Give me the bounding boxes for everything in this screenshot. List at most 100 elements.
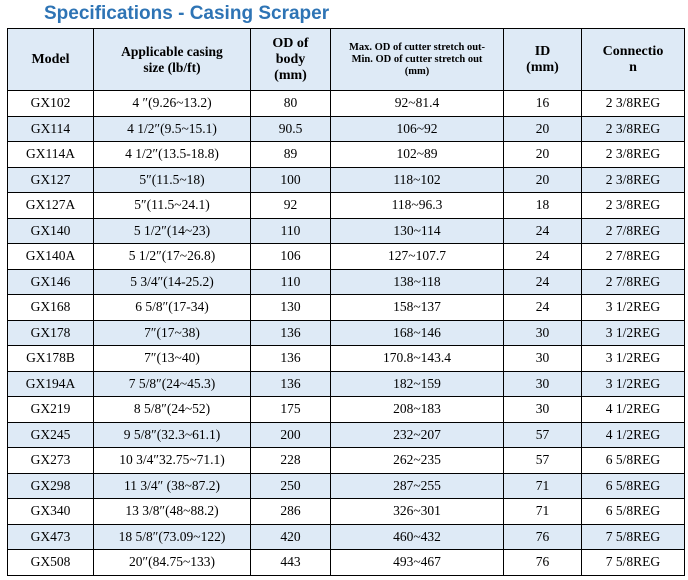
model-cell: GX245 (7, 421, 94, 448)
header-id: ID (mm) (503, 28, 582, 91)
model-cell: GX146 (7, 268, 94, 295)
casing-size-cell: 4 1/2″(9.5~15.1) (93, 115, 251, 142)
casing-size-cell: 8 5/8″(24~52) (93, 396, 251, 423)
specifications-table: Model Applicable casing size (lb/ft) OD o… (7, 28, 685, 576)
od-body-cell: 443 (250, 549, 331, 576)
header-casing-size: Applicable casing size (lb/ft) (93, 28, 251, 91)
connection-cell: 2 7/8REG (581, 268, 685, 295)
id-cell: 76 (503, 523, 582, 550)
od-body-cell: 136 (250, 345, 331, 372)
connection-cell: 4 1/2REG (581, 421, 685, 448)
id-cell: 57 (503, 421, 582, 448)
od-body-cell: 200 (250, 421, 331, 448)
table-row: GX340 13 3/8″(48~88.2) 286 326~301 71 6 5/8RE… (7, 498, 685, 525)
table-row: GX140 5 1/2″(14~23) 110 130~114 24 2 7/8REG (7, 217, 685, 244)
table-row: GX178B 7″(13~40) 136 170.8~143.4 30 3 1/2REG (7, 345, 685, 372)
table-row: GX178 7″(17~38) 136 168~146 30 3 1/2REG (7, 319, 685, 346)
cutter-stretch-cell: 118~102 (330, 166, 504, 193)
id-cell: 71 (503, 498, 582, 525)
table-row: GX127A 5″(11.5~24.1) 92 118~96.3 18 2 3/8REG (7, 192, 685, 219)
casing-size-cell: 4 ″(9.26~13.2) (93, 90, 251, 117)
cutter-stretch-cell: 158~137 (330, 294, 504, 321)
id-cell: 20 (503, 115, 582, 142)
table-row: GX219 8 5/8″(24~52) 175 208~183 30 4 1/2REG (7, 396, 685, 423)
casing-size-cell: 5 1/2″(17~26.8) (93, 243, 251, 270)
cutter-stretch-cell: 127~107.7 (330, 243, 504, 270)
connection-cell: 6 5/8REG (581, 447, 685, 474)
casing-size-cell: 5 1/2″(14~23) (93, 217, 251, 244)
model-cell: GX298 (7, 472, 94, 499)
connection-cell: 4 1/2REG (581, 396, 685, 423)
table-row: GX127 5″(11.5~18) 100 118~102 20 2 3/8REG (7, 166, 685, 193)
od-body-cell: 90.5 (250, 115, 331, 142)
connection-cell: 2 3/8REG (581, 192, 685, 219)
cutter-stretch-cell: 92~81.4 (330, 90, 504, 117)
od-body-cell: 110 (250, 217, 331, 244)
id-cell: 30 (503, 370, 582, 397)
casing-size-cell: 6 5/8″(17-34) (93, 294, 251, 321)
id-cell: 18 (503, 192, 582, 219)
header-connection: Connectio n (581, 28, 685, 91)
connection-cell: 3 1/2REG (581, 370, 685, 397)
model-cell: GX219 (7, 396, 94, 423)
od-body-cell: 420 (250, 523, 331, 550)
cutter-stretch-cell: 102~89 (330, 141, 504, 168)
id-cell: 71 (503, 472, 582, 499)
table-row: GX146 5 3/4″(14-25.2) 110 138~118 24 2 7/8REG (7, 268, 685, 295)
casing-size-cell: 13 3/8″(48~88.2) (93, 498, 251, 525)
table-row: GX140A 5 1/2″(17~26.8) 106 127~107.7 24 2 7/8… (7, 243, 685, 270)
connection-cell: 3 1/2REG (581, 345, 685, 372)
cutter-stretch-cell: 182~159 (330, 370, 504, 397)
connection-cell: 2 3/8REG (581, 141, 685, 168)
connection-cell: 2 7/8REG (581, 243, 685, 270)
table-row: GX168 6 5/8″(17-34) 130 158~137 24 3 1/2REG (7, 294, 685, 321)
cutter-stretch-cell: 106~92 (330, 115, 504, 142)
id-cell: 24 (503, 268, 582, 295)
od-body-cell: 106 (250, 243, 331, 270)
casing-size-cell: 7″(13~40) (93, 345, 251, 372)
cutter-stretch-cell: 130~114 (330, 217, 504, 244)
table-row: GX273 10 3/4″32.75~71.1) 228 262~235 57 6 5/8… (7, 447, 685, 474)
model-cell: GX127 (7, 166, 94, 193)
cutter-stretch-cell: 460~432 (330, 523, 504, 550)
od-body-cell: 286 (250, 498, 331, 525)
table-row: GX114 4 1/2″(9.5~15.1) 90.5 106~92 20 2 3/8RE… (7, 115, 685, 142)
od-body-cell: 250 (250, 472, 331, 499)
table-row: GX508 20″(84.75~133) 443 493~467 76 7 5/8REG (7, 549, 685, 576)
connection-cell: 2 3/8REG (581, 115, 685, 142)
casing-size-cell: 18 5/8″(73.09~122) (93, 523, 251, 550)
table-row: GX298 11 3/4″ (38~87.2) 250 287~255 71 6 5/8R… (7, 472, 685, 499)
connection-cell: 6 5/8REG (581, 472, 685, 499)
od-body-cell: 130 (250, 294, 331, 321)
model-cell: GX102 (7, 90, 94, 117)
cutter-stretch-cell: 118~96.3 (330, 192, 504, 219)
header-row: Model Applicable casing size (lb/ft) OD o… (7, 28, 685, 91)
cutter-stretch-cell: 262~235 (330, 447, 504, 474)
model-cell: GX178B (7, 345, 94, 372)
cutter-stretch-cell: 493~467 (330, 549, 504, 576)
header-od-body: OD of body (mm) (250, 28, 331, 91)
connection-cell: 3 1/2REG (581, 294, 685, 321)
table-row: GX473 18 5/8″(73.09~122) 420 460~432 76 7 5/8… (7, 523, 685, 550)
connection-cell: 7 5/8REG (581, 523, 685, 550)
connection-cell: 3 1/2REG (581, 319, 685, 346)
casing-size-cell: 5 3/4″(14-25.2) (93, 268, 251, 295)
casing-size-cell: 20″(84.75~133) (93, 549, 251, 576)
id-cell: 24 (503, 294, 582, 321)
id-cell: 76 (503, 549, 582, 576)
page-title: Specifications - Casing Scraper (44, 3, 330, 24)
id-cell: 20 (503, 141, 582, 168)
cutter-stretch-cell: 232~207 (330, 421, 504, 448)
model-cell: GX140A (7, 243, 94, 270)
casing-size-cell: 10 3/4″32.75~71.1) (93, 447, 251, 474)
od-body-cell: 80 (250, 90, 331, 117)
table-row: GX114A 4 1/2″(13.5-18.8) 89 102~89 20 2 3/8RE… (7, 141, 685, 168)
id-cell: 30 (503, 319, 582, 346)
casing-size-cell: 5″(11.5~18) (93, 166, 251, 193)
id-cell: 20 (503, 166, 582, 193)
cutter-stretch-cell: 208~183 (330, 396, 504, 423)
od-body-cell: 175 (250, 396, 331, 423)
casing-size-cell: 5″(11.5~24.1) (93, 192, 251, 219)
model-cell: GX340 (7, 498, 94, 525)
model-cell: GX178 (7, 319, 94, 346)
